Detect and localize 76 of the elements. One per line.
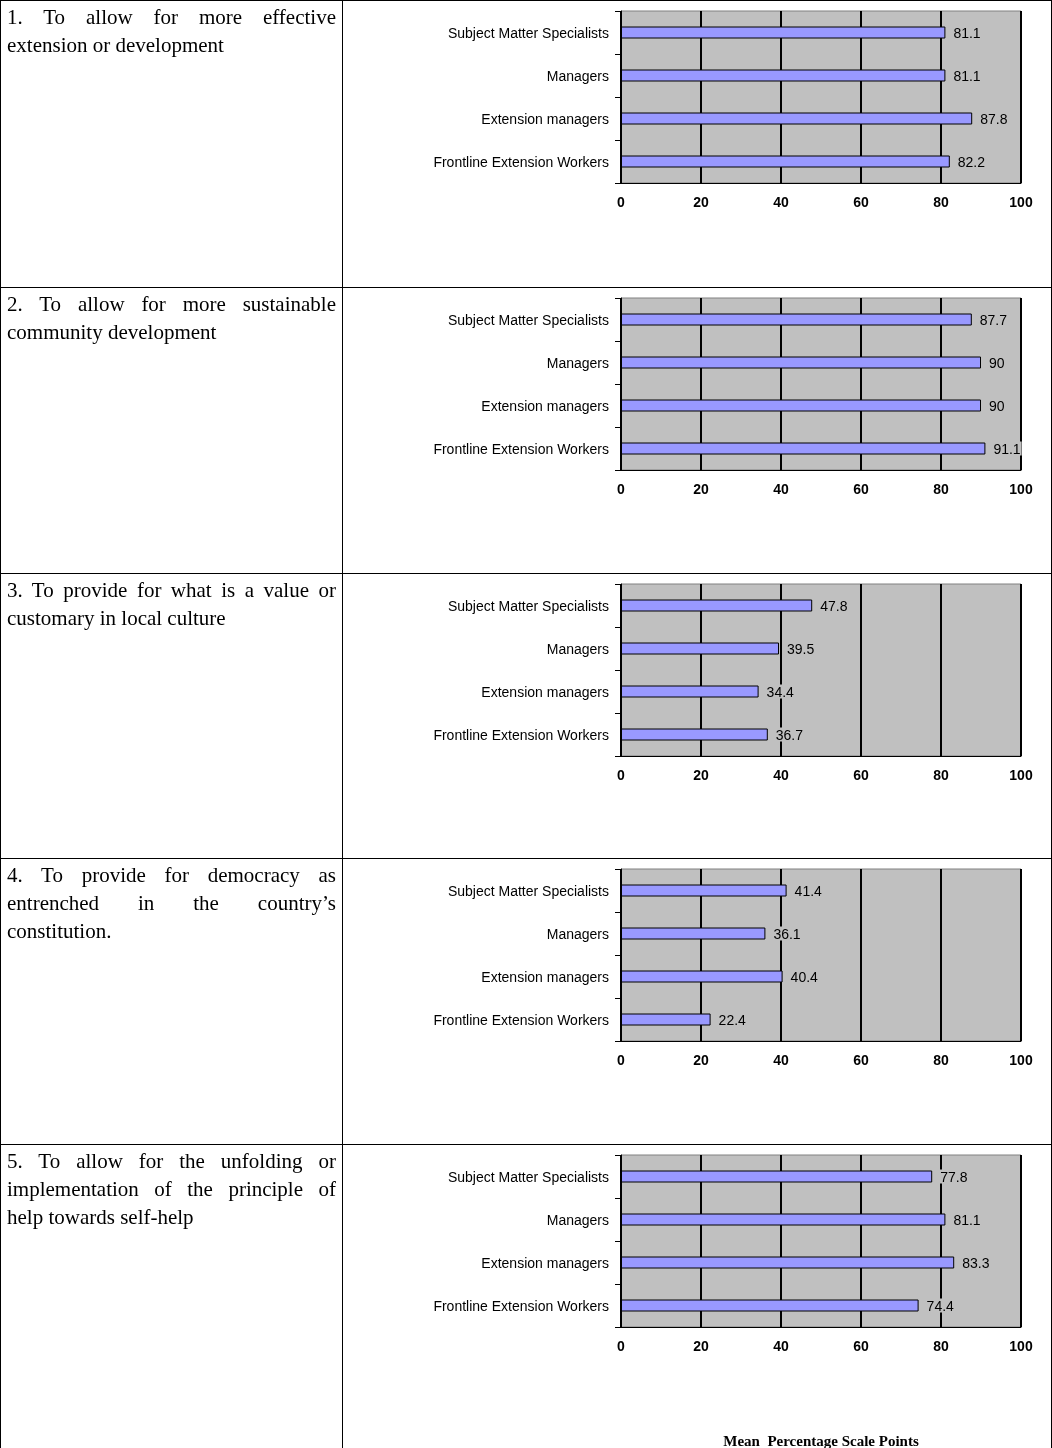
text: 5. To allow for the unfolding or implementation of the principle of help towards self-help [0, 1144, 343, 1448]
x-tick-label: 80 [933, 194, 949, 210]
x-tick-label: 80 [933, 1338, 949, 1354]
x-axis-title: Mean Percentage Scale Points [723, 1432, 919, 1448]
y-tick-label: Subject Matter Specialists [447, 882, 609, 899]
data-label: 82.2 [957, 153, 986, 170]
text: 3. To provide for what is a value or customary in local culture [0, 573, 343, 859]
x-tick-label: 40 [773, 194, 789, 210]
y-tick-label: Frontline Extension Workers [433, 1297, 609, 1314]
data-label: 81.1 [953, 67, 981, 84]
data-label: 87.8 [980, 110, 1008, 127]
x-tick-label: 20 [693, 1052, 709, 1068]
x-tick-label: 0 [617, 194, 626, 210]
y-tick-label: Extension managers [481, 968, 609, 985]
x-tick-label: 0 [617, 481, 626, 497]
data-label: 90 [989, 354, 1005, 371]
y-tick-label: Managers [546, 1211, 609, 1228]
x-tick-label: 40 [773, 1052, 789, 1068]
data-label: 22.4 [718, 1011, 747, 1028]
x-tick-label: 60 [853, 481, 869, 497]
data-label: 34.4 [766, 683, 795, 700]
x-tick-label: 40 [773, 767, 789, 783]
x-tick-label: 100 [1009, 194, 1033, 210]
data-label: 74.4 [926, 1297, 955, 1314]
x-tick-label: 40 [773, 1338, 789, 1354]
x-tick-label: 20 [693, 481, 709, 497]
x-tick-label: 60 [853, 1052, 869, 1068]
y-tick-label: Frontline Extension Workers [433, 153, 609, 170]
x-tick-label: 100 [1009, 1338, 1033, 1354]
y-tick-label: Extension managers [481, 683, 609, 700]
x-tick-label: 60 [853, 1338, 869, 1354]
x-tick-label: 0 [617, 1052, 626, 1068]
x-tick-label: 20 [693, 194, 709, 210]
y-tick-label: Frontline Extension Workers [433, 1011, 609, 1028]
y-tick-label: Subject Matter Specialists [447, 1168, 609, 1185]
x-tick-label: 100 [1009, 767, 1033, 783]
x-tick-label: 0 [617, 767, 626, 783]
data-label: 90 [989, 397, 1005, 414]
data-label: 91.1 [993, 440, 1021, 457]
x-tick-label: 0 [617, 1338, 626, 1354]
data-label: 77.8 [940, 1168, 968, 1185]
y-tick-label: Extension managers [481, 110, 609, 127]
y-tick-label: Managers [546, 925, 609, 942]
x-tick-label: 60 [853, 194, 869, 210]
x-tick-label: 80 [933, 481, 949, 497]
y-tick-label: Subject Matter Specialists [447, 24, 609, 41]
data-label: 81.1 [953, 24, 981, 41]
x-tick-label: 20 [693, 1338, 709, 1354]
data-label: 81.1 [953, 1211, 981, 1228]
data-label: 40.4 [790, 968, 819, 985]
y-tick-label: Managers [546, 354, 609, 371]
data-label: 39.5 [787, 640, 815, 657]
y-tick-label: Subject Matter Specialists [447, 311, 609, 328]
x-tick-label: 100 [1009, 481, 1033, 497]
y-tick-label: Frontline Extension Workers [433, 726, 609, 743]
x-tick-label: 100 [1009, 1052, 1033, 1068]
text: 4. To provide for democracy as entrenched in the country’s constitution. [0, 858, 343, 1145]
data-label: 87.7 [979, 311, 1008, 328]
x-tick-label: 40 [773, 481, 789, 497]
text: 1. To allow for more effective extension or development [0, 0, 343, 288]
x-tick-label: 80 [933, 767, 949, 783]
x-tick-label: 60 [853, 767, 869, 783]
y-tick-label: Managers [546, 67, 609, 84]
data-label: 83.3 [962, 1254, 990, 1271]
data-label: 41.4 [794, 882, 823, 899]
y-tick-label: Subject Matter Specialists [447, 597, 609, 614]
y-tick-label: Managers [546, 640, 609, 657]
y-tick-label: Extension managers [481, 1254, 609, 1271]
y-tick-label: Frontline Extension Workers [433, 440, 609, 457]
y-tick-label: Extension managers [481, 397, 609, 414]
data-label: 36.7 [775, 726, 804, 743]
data-label: 36.1 [773, 925, 801, 942]
text: 2. To allow for more sustainable community development [0, 287, 343, 574]
data-label: 47.8 [820, 597, 848, 614]
x-tick-label: 20 [693, 767, 709, 783]
x-tick-label: 80 [933, 1052, 949, 1068]
